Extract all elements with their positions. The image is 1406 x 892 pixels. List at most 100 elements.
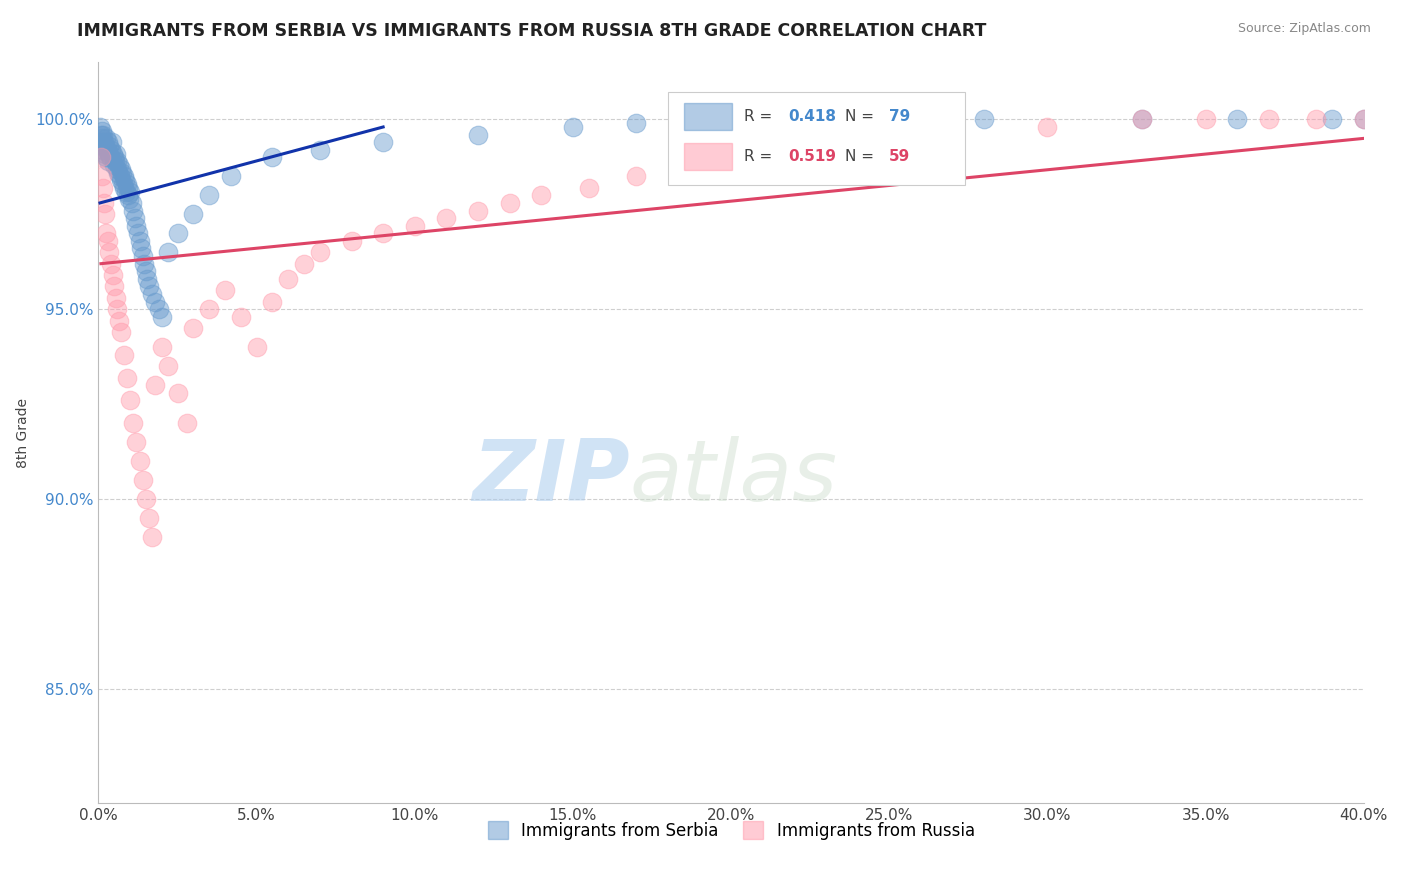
Text: IMMIGRANTS FROM SERBIA VS IMMIGRANTS FROM RUSSIA 8TH GRADE CORRELATION CHART: IMMIGRANTS FROM SERBIA VS IMMIGRANTS FRO… <box>77 22 987 40</box>
Text: 59: 59 <box>889 149 911 164</box>
Point <box>371 135 394 149</box>
Point <box>214 283 236 297</box>
Text: Source: ZipAtlas.com: Source: ZipAtlas.com <box>1237 22 1371 36</box>
Point <box>91 128 114 142</box>
Point <box>100 135 122 149</box>
Point <box>103 279 125 293</box>
Point <box>93 195 115 210</box>
FancyBboxPatch shape <box>685 103 733 130</box>
Point <box>129 242 152 256</box>
Point <box>1130 112 1153 127</box>
Point <box>112 180 135 194</box>
Text: R =: R = <box>744 109 778 124</box>
Point <box>97 135 120 149</box>
Point <box>96 143 118 157</box>
Text: N =: N = <box>845 109 879 124</box>
Point <box>688 158 710 172</box>
Point <box>100 143 122 157</box>
Point <box>93 135 115 149</box>
Point <box>93 207 117 221</box>
Legend: Immigrants from Serbia, Immigrants from Russia: Immigrants from Serbia, Immigrants from … <box>481 814 981 847</box>
Point <box>101 268 124 282</box>
Point <box>100 257 122 271</box>
Point <box>107 154 129 169</box>
Point <box>157 359 180 374</box>
Point <box>108 169 131 184</box>
Point <box>720 112 742 127</box>
Point <box>624 169 647 184</box>
Point <box>499 195 522 210</box>
Point <box>166 227 188 241</box>
Point <box>134 257 156 271</box>
Point <box>262 294 284 309</box>
Point <box>98 245 121 260</box>
Point <box>128 454 150 468</box>
Point <box>141 287 163 301</box>
Point <box>97 146 120 161</box>
Point <box>340 234 363 248</box>
Point <box>404 219 426 233</box>
Point <box>108 158 131 172</box>
Point <box>100 150 122 164</box>
Point <box>1353 112 1375 127</box>
Point <box>150 310 173 324</box>
Point <box>128 234 150 248</box>
Point <box>115 177 138 191</box>
Point <box>198 188 221 202</box>
Text: R =: R = <box>744 149 778 164</box>
Point <box>578 180 600 194</box>
Point <box>942 128 965 142</box>
Point <box>104 291 127 305</box>
Point <box>877 135 901 149</box>
Point <box>309 143 332 157</box>
Point <box>198 302 221 317</box>
Point <box>112 348 135 362</box>
Text: 79: 79 <box>889 109 911 124</box>
Point <box>94 139 117 153</box>
Point <box>96 227 118 241</box>
Point <box>97 154 120 169</box>
Y-axis label: 8th Grade: 8th Grade <box>15 398 30 467</box>
Point <box>125 435 148 450</box>
Point <box>110 325 132 339</box>
Point <box>90 135 112 149</box>
Point <box>96 150 118 164</box>
Point <box>98 139 121 153</box>
Point <box>115 185 138 199</box>
Point <box>90 128 112 142</box>
Point <box>110 173 132 187</box>
Point <box>104 154 127 169</box>
Point <box>107 302 129 317</box>
Point <box>145 294 166 309</box>
Point <box>973 112 995 127</box>
Point <box>91 143 114 157</box>
Point <box>183 207 205 221</box>
Point <box>157 245 180 260</box>
Point <box>1195 112 1218 127</box>
Point <box>120 185 141 199</box>
Point <box>112 169 135 184</box>
Point <box>561 120 585 134</box>
Point <box>1130 112 1153 127</box>
Point <box>1257 112 1279 127</box>
FancyBboxPatch shape <box>685 143 733 169</box>
Point <box>117 188 139 202</box>
Point <box>262 150 284 164</box>
Point <box>108 313 131 327</box>
Point <box>103 150 125 164</box>
Text: N =: N = <box>845 149 879 164</box>
Point <box>141 530 163 544</box>
Text: ZIP: ZIP <box>472 435 630 518</box>
Point <box>309 245 332 260</box>
Point <box>467 128 489 142</box>
Point <box>117 180 139 194</box>
Point <box>107 165 129 179</box>
Point <box>166 385 188 400</box>
Point <box>467 203 489 218</box>
Point <box>122 203 145 218</box>
Point <box>112 177 135 191</box>
Point <box>135 264 157 278</box>
Point <box>436 211 458 226</box>
Point <box>114 173 136 187</box>
Point <box>93 146 117 161</box>
